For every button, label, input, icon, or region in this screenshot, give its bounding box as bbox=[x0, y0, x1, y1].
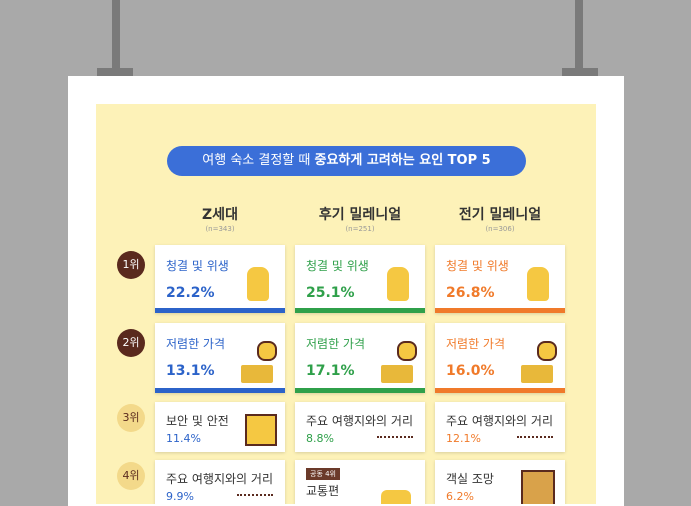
card: 주요 여행지와의 거리 8.8% bbox=[295, 402, 425, 452]
poster-panel: 여행 숙소 결정할 때 중요하게 고려하는 요인 TOP 5 Z세대 (n=343… bbox=[96, 104, 596, 504]
title-normal: 여행 숙소 결정할 때 bbox=[202, 153, 311, 168]
rank-badge: 1위 bbox=[117, 251, 145, 279]
label: 주요 여행지와의 거리 bbox=[306, 414, 413, 428]
label: 저렴한 가격 bbox=[446, 337, 506, 351]
value: 22.2% bbox=[166, 285, 215, 301]
label: 주요 여행지와의 거리 bbox=[166, 472, 273, 486]
icon-hand bbox=[387, 267, 409, 301]
value: 25.1% bbox=[306, 285, 355, 301]
label: 보안 및 안전 bbox=[166, 414, 229, 428]
hanger-rod bbox=[112, 0, 120, 72]
card: 객실 조망 6.2% bbox=[435, 460, 565, 504]
hanger-clip bbox=[97, 68, 133, 76]
icon-coins bbox=[521, 365, 553, 383]
value: 9.9% bbox=[166, 490, 194, 503]
card: 청결 및 위생 25.1% bbox=[295, 245, 425, 313]
column-n: (n=343) bbox=[205, 225, 235, 233]
label: 청결 및 위생 bbox=[166, 259, 229, 273]
icon-route bbox=[237, 494, 273, 496]
icon-coin bbox=[257, 341, 277, 361]
value: 6.2% bbox=[446, 490, 474, 503]
icon-route bbox=[517, 436, 553, 438]
card-bar bbox=[435, 388, 565, 393]
label: 주요 여행지와의 거리 bbox=[446, 414, 553, 428]
value: 16.0% bbox=[446, 363, 495, 379]
icon-taxi bbox=[381, 490, 411, 504]
icon-house bbox=[245, 414, 277, 446]
icon-hand bbox=[247, 267, 269, 301]
icon-coin bbox=[397, 341, 417, 361]
title-bold: 중요하게 고려하는 요인 TOP 5 bbox=[314, 153, 491, 168]
value: 13.1% bbox=[166, 363, 215, 379]
icon-coins bbox=[241, 365, 273, 383]
card-bar bbox=[155, 308, 285, 313]
icon-coin bbox=[537, 341, 557, 361]
card: 청결 및 위생 22.2% bbox=[155, 245, 285, 313]
card: 주요 여행지와의 거리 12.1% bbox=[435, 402, 565, 452]
value: 12.1% bbox=[446, 432, 481, 445]
rank-badge: 2위 bbox=[117, 329, 145, 357]
label: 저렴한 가격 bbox=[166, 337, 226, 351]
label: 객실 조망 bbox=[446, 472, 494, 486]
card-bar bbox=[155, 388, 285, 393]
label: 교통편 bbox=[306, 484, 340, 498]
tag: 공동 4위 bbox=[306, 468, 340, 480]
hanger-clip bbox=[562, 68, 598, 76]
card: 청결 및 위생 26.8% bbox=[435, 245, 565, 313]
rank-badge: 3위 bbox=[117, 404, 145, 432]
value: 17.1% bbox=[306, 363, 355, 379]
column-name: 후기 밀레니얼 bbox=[318, 207, 402, 223]
card-bar bbox=[295, 308, 425, 313]
value: 26.8% bbox=[446, 285, 495, 301]
icon-route bbox=[377, 436, 413, 438]
column-name: Z세대 bbox=[202, 207, 238, 223]
title-pill: 여행 숙소 결정할 때 중요하게 고려하는 요인 TOP 5 bbox=[167, 146, 526, 176]
value: 8.8% bbox=[306, 432, 334, 445]
value: 11.4% bbox=[166, 432, 201, 445]
label: 저렴한 가격 bbox=[306, 337, 366, 351]
card: 저렴한 가격 17.1% bbox=[295, 323, 425, 393]
icon-coins bbox=[381, 365, 413, 383]
column-name: 전기 밀레니얼 bbox=[458, 207, 542, 223]
card: 주요 여행지와의 거리 9.9% bbox=[155, 460, 285, 504]
rank-badge: 4위 bbox=[117, 462, 145, 490]
card-bar bbox=[435, 308, 565, 313]
card: 저렴한 가격 16.0% bbox=[435, 323, 565, 393]
column-n: (n=251) bbox=[345, 225, 375, 233]
label: 청결 및 위생 bbox=[306, 259, 369, 273]
hanger-rod bbox=[575, 0, 583, 72]
icon-window bbox=[521, 470, 555, 504]
card-bar bbox=[295, 388, 425, 393]
card: 보안 및 안전 11.4% bbox=[155, 402, 285, 452]
column-n: (n=306) bbox=[485, 225, 515, 233]
label: 청결 및 위생 bbox=[446, 259, 509, 273]
icon-hand bbox=[527, 267, 549, 301]
card: 저렴한 가격 13.1% bbox=[155, 323, 285, 393]
